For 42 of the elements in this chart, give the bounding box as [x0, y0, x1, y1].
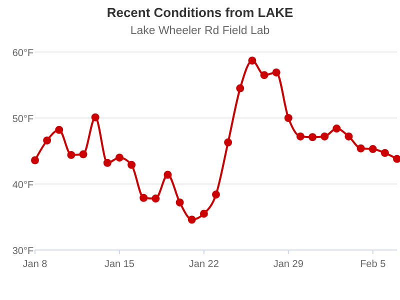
point — [91, 113, 100, 122]
point — [272, 68, 280, 76]
point — [79, 150, 88, 158]
point — [31, 156, 39, 164]
x-tick-label: Jan 29 — [273, 259, 304, 270]
point — [176, 198, 184, 206]
y-tick-label: 40°F — [12, 180, 34, 191]
point — [296, 132, 304, 140]
point — [248, 56, 256, 65]
point — [224, 138, 232, 146]
point — [356, 144, 365, 152]
y-tick-label: 30°F — [12, 246, 34, 257]
point — [320, 132, 329, 140]
point — [368, 145, 377, 154]
point — [67, 150, 76, 159]
x-tick-label: Jan 22 — [188, 259, 220, 270]
y-tick-label: 50°F — [12, 114, 34, 125]
point — [55, 126, 64, 134]
point — [260, 71, 268, 80]
point — [308, 133, 317, 142]
x-tick-label: Feb 5 — [360, 259, 386, 270]
point — [43, 136, 52, 144]
point — [393, 154, 400, 163]
y-tick-label: 60°F — [12, 48, 34, 59]
point — [140, 194, 148, 202]
point — [152, 194, 160, 203]
point — [188, 216, 196, 224]
point — [344, 132, 353, 140]
point — [236, 84, 244, 92]
point — [212, 190, 220, 199]
point — [128, 160, 136, 169]
x-tick-label: Jan 8 — [22, 259, 48, 270]
chart-subtitle: Lake Wheeler Rd Field Lab — [130, 25, 270, 37]
point — [103, 158, 112, 167]
point — [164, 170, 172, 179]
point — [284, 114, 292, 122]
point — [115, 154, 124, 162]
point — [200, 210, 208, 218]
point — [332, 124, 341, 133]
point — [380, 148, 389, 157]
x-tick-label: Jan 15 — [104, 259, 135, 270]
chart-title: Recent Conditions from LAKE — [106, 5, 294, 20]
